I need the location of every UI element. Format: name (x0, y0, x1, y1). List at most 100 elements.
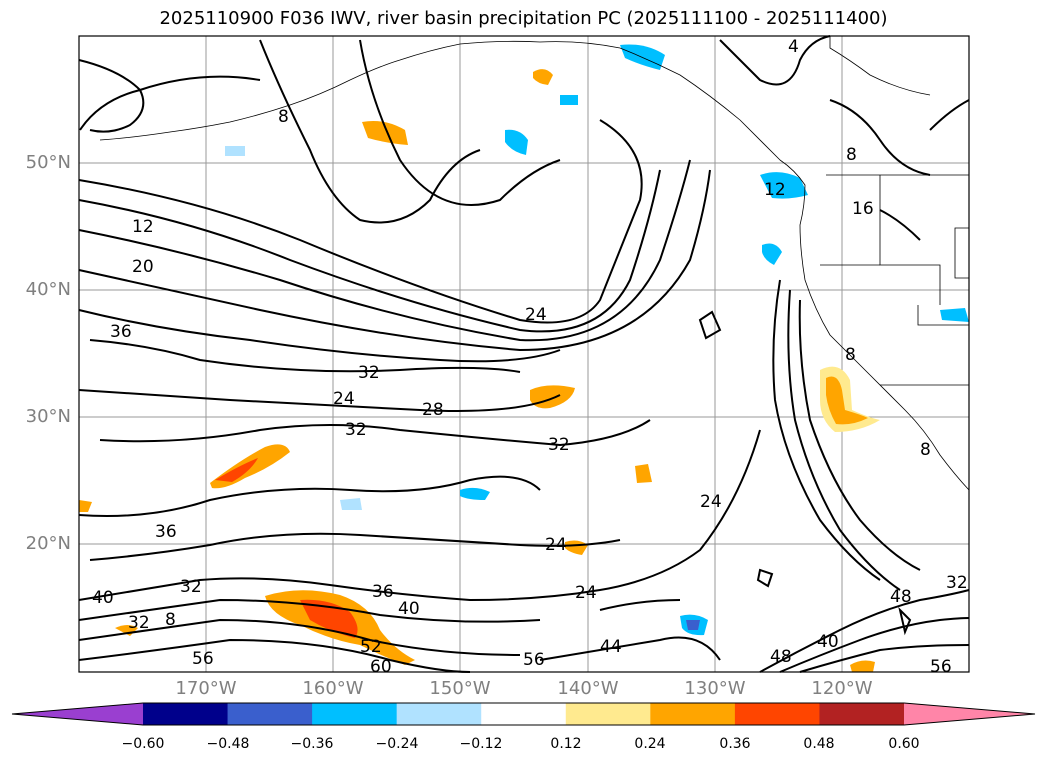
colorbar-extend-left (12, 703, 143, 725)
colorbar-box (650, 703, 736, 725)
iwv-contours (78, 35, 970, 673)
colorbar-tick-label: 0.48 (803, 736, 835, 752)
contour-line (89, 532, 621, 561)
coastline-interior (829, 36, 931, 96)
colorbar-tick-label: −0.36 (290, 736, 334, 752)
contour-line (78, 429, 761, 602)
colorbar-box (312, 703, 398, 725)
contour-label: 8 (845, 345, 856, 365)
contour-label: 52 (360, 637, 382, 657)
precip-patch-negative (460, 487, 490, 500)
contour-line (78, 475, 541, 517)
precip-patch-weak-negative (225, 146, 245, 156)
colorbar-box (565, 703, 651, 725)
colorbar-box (227, 703, 313, 725)
lon-label-120w: 120°W (811, 678, 873, 699)
precip-patch-positive (79, 500, 92, 512)
contour-label: 36 (110, 322, 132, 342)
contour-line (89, 339, 521, 373)
coastline-north-america (619, 47, 970, 491)
lat-label-50n: 50°N (25, 152, 71, 173)
contour-line (829, 99, 931, 176)
colorbar-boxes (143, 703, 905, 725)
contour-label: 40 (398, 599, 420, 619)
colorbar-tick-label: −0.12 (459, 736, 503, 752)
precip-patch-strong-negative (686, 620, 700, 630)
contour-line (259, 39, 481, 224)
contour-label: 48 (890, 587, 912, 607)
graticule (79, 36, 969, 672)
contour-label: 56 (523, 650, 545, 670)
contour-label: 24 (545, 535, 567, 555)
contour-line (698, 310, 722, 340)
contour-label: 36 (155, 522, 177, 542)
contour-label: 12 (764, 180, 786, 200)
contour-line (78, 309, 561, 363)
contour-label-group: 8 12 20 36 24 32 24 28 32 32 24 36 24 40… (92, 37, 968, 677)
precip-patch-negative (560, 95, 578, 105)
colorbar-box (481, 703, 567, 725)
map-background (79, 36, 969, 672)
lon-label-140w: 140°W (557, 678, 619, 699)
contour-line (759, 589, 970, 673)
contour-label: 56 (930, 657, 952, 677)
contour-label: 8 (920, 440, 931, 460)
contour-line (539, 636, 721, 661)
contour-label: 32 (946, 573, 968, 593)
contour-label: 32 (128, 613, 150, 633)
contour-label: 24 (575, 583, 597, 603)
precip-patch-strong (215, 458, 258, 482)
contour-label: 44 (600, 637, 622, 657)
contour-label: 32 (358, 363, 380, 383)
contour-label: 48 (770, 647, 792, 667)
colorbar-extend-right (904, 703, 1035, 725)
chart-title: 2025110900 F036 IWV, river basin precipi… (159, 8, 888, 29)
precip-patch-positive (362, 121, 408, 145)
lat-label-30n: 30°N (25, 406, 71, 427)
contour-label: 8 (278, 107, 289, 127)
contour-line (78, 59, 145, 133)
colorbar-tick-label: −0.24 (375, 736, 419, 752)
colorbar-box (143, 703, 229, 725)
coastline-alaska (99, 40, 621, 141)
colorbar-box (734, 703, 820, 725)
contour-label: 32 (180, 577, 202, 597)
contour-label: 8 (846, 145, 857, 165)
contour-label: 32 (548, 435, 570, 455)
contour-line (779, 617, 970, 673)
precip-patch-positive (533, 69, 553, 85)
colorbar-tick-label: 0.12 (550, 736, 582, 752)
contour-label: 8 (165, 610, 176, 630)
lon-label-130w: 130°W (684, 678, 746, 699)
contour-label: 32 (345, 420, 367, 440)
lat-label-40n: 40°N (25, 279, 71, 300)
contour-line (359, 39, 561, 206)
map-frame (78, 35, 970, 673)
colorbar (11, 702, 1036, 726)
colorbar-tick-label: 0.36 (719, 736, 751, 752)
contour-line (78, 598, 541, 623)
precip-patch-weak-negative (340, 498, 362, 510)
contour-line (879, 209, 921, 241)
contour-line (78, 389, 561, 412)
colorbar-tick-label: 0.24 (634, 736, 666, 752)
coastlines (99, 36, 970, 491)
lon-label-170w: 170°W (175, 678, 237, 699)
precip-patch-negative (762, 243, 782, 265)
contour-line (798, 299, 921, 571)
precip-patch-negative (505, 129, 528, 155)
contour-label: 56 (192, 649, 214, 669)
contour-label: 24 (333, 389, 355, 409)
contour-line (79, 75, 261, 131)
colorbar-tick-label: −0.60 (121, 736, 165, 752)
contour-line (929, 99, 970, 131)
contour-line (599, 599, 681, 611)
colorbar-tick-label: 0.60 (888, 736, 920, 752)
contour-label: 16 (852, 199, 874, 219)
contour-line (772, 279, 881, 581)
lat-label-20n: 20°N (25, 533, 71, 554)
lon-label-160w: 160°W (302, 678, 364, 699)
contour-line (78, 119, 643, 324)
lon-label-150w: 150°W (429, 678, 491, 699)
contour-line (78, 638, 471, 673)
